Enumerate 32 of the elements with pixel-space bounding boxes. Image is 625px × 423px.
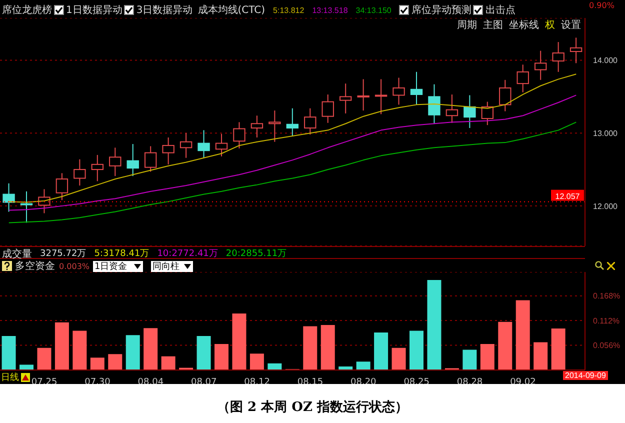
- text: 34:13.150: [356, 6, 392, 14]
- y-tick-label: 14.000: [593, 56, 618, 66]
- text: 1日数据异动: [66, 4, 122, 17]
- text: 10:2772.41万: [157, 248, 218, 261]
- text: 日线: [1, 372, 19, 384]
- text: 0.003%: [59, 262, 90, 270]
- text: 5:13.812: [273, 6, 304, 14]
- text: 席位龙虎榜: [2, 4, 52, 17]
- ref-line-label: 12.057: [555, 192, 580, 201]
- text: 出击点: [485, 4, 516, 17]
- text: 成本均线(CTC): [198, 4, 266, 17]
- y-tick-label: 0.168%: [593, 292, 620, 301]
- text: 20:2855.11万: [226, 248, 287, 261]
- text: 3日数据异动: [136, 4, 193, 17]
- text: 5:3178.41万: [94, 248, 150, 261]
- y-tick-label: 13.000: [593, 128, 618, 138]
- text: 席位异动预测: [411, 4, 472, 17]
- text: 多空资金: [15, 260, 55, 273]
- annotation: 主图: [483, 18, 503, 32]
- y-tick-label: 12.000: [593, 202, 618, 211]
- y-tick-label: 0.056%: [593, 341, 620, 350]
- annotation: 设置: [561, 18, 581, 32]
- annotation: 权: [545, 18, 555, 32]
- text: （图 2 本周 OZ 指数运行状态）: [216, 399, 409, 416]
- text: 3275.72万: [40, 248, 86, 261]
- text: 0.90%: [589, 1, 614, 10]
- text: 13:13.518: [312, 6, 348, 14]
- annotation: 坐标线: [509, 18, 539, 32]
- annotation: 周期: [457, 18, 477, 32]
- text: 成交量: [2, 248, 32, 260]
- text: 2014-09-09: [563, 371, 608, 380]
- y-tick-label: 0.112%: [593, 316, 620, 326]
